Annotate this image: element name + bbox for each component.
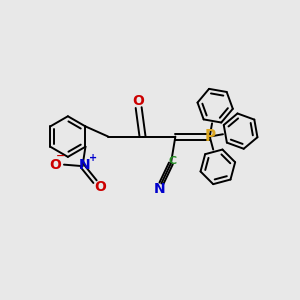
Text: O: O: [94, 180, 106, 194]
Text: O: O: [50, 158, 62, 172]
Text: +: +: [89, 153, 97, 163]
Text: O: O: [133, 94, 145, 108]
Text: N: N: [154, 182, 166, 196]
Text: C: C: [168, 156, 176, 166]
Text: N: N: [79, 158, 91, 172]
Text: P: P: [204, 129, 215, 144]
Text: −: −: [56, 151, 66, 161]
